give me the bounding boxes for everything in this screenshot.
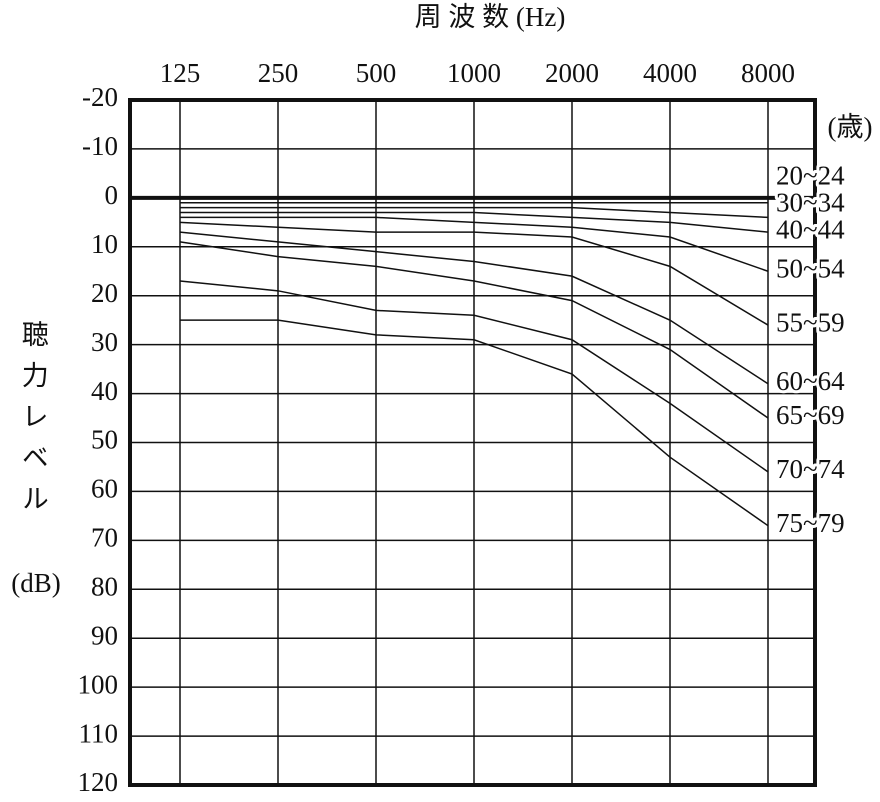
y-tick-label: 60 — [91, 474, 118, 504]
y-tick-label: 120 — [78, 767, 119, 797]
y-tick-label: 10 — [91, 229, 118, 259]
x-tick-label: 8000 — [741, 58, 795, 88]
y-tick-label: 110 — [79, 718, 119, 748]
series-line — [179, 221, 769, 326]
y-tick-label: 40 — [91, 376, 118, 406]
chart-title: 周 波 数 (Hz) — [415, 2, 566, 32]
series-label: 30~34 — [776, 187, 845, 217]
y-tick-label: 90 — [91, 620, 118, 650]
series-line — [179, 241, 769, 419]
y-axis-label: 聴力レベル — [18, 320, 49, 525]
series-line — [180, 216, 769, 272]
x-tick-label: 2000 — [545, 58, 599, 88]
x-tick-label: 4000 — [643, 58, 697, 88]
series-line — [179, 280, 769, 473]
x-tick-label: 125 — [160, 58, 201, 88]
series-label: 50~54 — [776, 253, 845, 283]
series-line — [179, 231, 769, 385]
y-axis-unit: (dB) — [11, 568, 61, 598]
series-label: 70~74 — [776, 454, 845, 484]
legend-title: (歳) — [828, 112, 873, 142]
y-tick-label: -10 — [82, 131, 118, 161]
y-tick-label: 30 — [91, 327, 118, 357]
y-tick-label: 80 — [91, 571, 118, 601]
series-line — [180, 211, 769, 233]
series-label: 40~44 — [776, 214, 845, 244]
x-tick-label: 1000 — [447, 58, 501, 88]
series-label: 75~79 — [776, 508, 845, 538]
series-label: 65~69 — [776, 400, 845, 430]
series-label: 60~64 — [776, 366, 845, 396]
plot-frame — [128, 98, 817, 787]
series-label: 55~59 — [776, 307, 845, 337]
series-label: 20~24 — [776, 160, 845, 190]
y-tick-label: 70 — [91, 523, 118, 553]
y-tick-label: 100 — [78, 669, 119, 699]
y-tick-label: 20 — [91, 278, 118, 308]
y-tick-label: 0 — [105, 180, 119, 210]
series-line — [180, 319, 769, 527]
x-tick-label: 250 — [258, 58, 299, 88]
y-tick-label: -20 — [82, 82, 118, 112]
series-line — [180, 206, 769, 219]
y-tick-label: 50 — [91, 425, 118, 455]
x-tick-label: 500 — [356, 58, 397, 88]
